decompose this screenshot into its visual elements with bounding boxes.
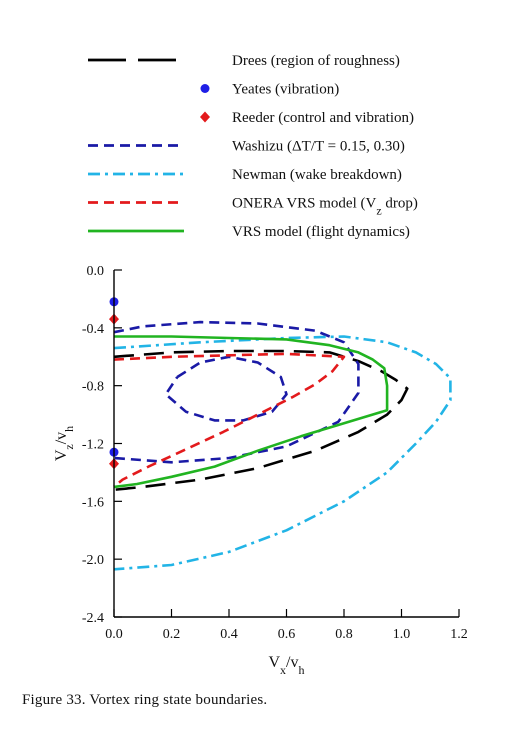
legend-label: Reeder (control and vibration) xyxy=(232,110,414,126)
legend-item-onera-vrs-model-vz-drop: ONERA VRS model (Vz drop) xyxy=(88,196,418,218)
series-newman-wake-breakdown xyxy=(113,335,452,571)
legend-label: Newman (wake breakdown) xyxy=(232,167,402,183)
x-tick-label: 0.4 xyxy=(220,627,238,642)
x-tick-label: 0.0 xyxy=(105,627,123,642)
y-tick-label: -0.4 xyxy=(82,322,104,337)
legend-item-newman-wake-breakdown: Newman (wake breakdown) xyxy=(88,167,402,183)
x-tick-label: 1.2 xyxy=(450,627,468,642)
legend-label: Yeates (vibration) xyxy=(232,82,339,98)
x-tick-label: 1.0 xyxy=(393,627,411,642)
series-drees-region-of-roughness xyxy=(113,349,409,492)
y-tick-label: -2.4 xyxy=(82,611,104,626)
y-tick-label: -1.6 xyxy=(82,495,104,510)
legend-item-drees-region-of-roughness: Drees (region of roughness) xyxy=(88,53,400,69)
legend-item-vrs-model-flight-dynamics: VRS model (flight dynamics) xyxy=(88,224,410,240)
legend-item-reeder-control-and-vibration: Reeder (control and vibration) xyxy=(200,110,414,126)
legend-item-washizu-t-t-0-15-0-30: Washizu (ΔT/T = 0.15, 0.30) xyxy=(88,139,405,155)
legend-label: Washizu (ΔT/T = 0.15, 0.30) xyxy=(232,139,405,155)
x-tick-label: 0.2 xyxy=(163,627,181,642)
y-tick-label: -1.2 xyxy=(82,438,104,453)
y-tick-label: 0.0 xyxy=(87,264,105,279)
series-washizu-t-t-0-15-0-30 xyxy=(113,320,360,464)
y-tick-label: -0.8 xyxy=(82,380,104,395)
legend: Drees (region of roughness) Yeates (vibra… xyxy=(88,53,418,240)
axes: 0.0 0.2 0.4 0.6 0.8 1.0 1.2 0.0 -0.4 -0.8 -1.2 -1.6… xyxy=(53,264,468,677)
y-axis-label: Vz/vh xyxy=(53,426,76,461)
legend-label: VRS model (flight dynamics) xyxy=(232,224,410,240)
legend-diamond-icon xyxy=(200,111,210,123)
plot-area xyxy=(109,297,452,571)
x-tick-label: 0.8 xyxy=(335,627,353,642)
vortex-ring-chart: Drees (region of roughness) Yeates (vibra… xyxy=(53,53,468,677)
x-tick-label: 0.6 xyxy=(278,627,296,642)
figure-caption: Figure 33. Vortex ring state boundaries. xyxy=(22,692,268,708)
legend-label: Drees (region of roughness) xyxy=(232,53,400,69)
y-tick-label: -2.0 xyxy=(82,553,104,568)
series-onera-vrs-model-vz-drop xyxy=(113,352,346,488)
x-axis-label: Vx/vh xyxy=(268,654,304,677)
series-washizu-t-t-0-15-0-30-inner xyxy=(164,355,288,422)
legend-label: ONERA VRS model (Vz drop) xyxy=(232,196,418,218)
legend-circle-icon xyxy=(200,84,210,93)
series-vrs-model-flight-dynamics xyxy=(113,335,389,489)
legend-item-yeates-vibration: Yeates (vibration) xyxy=(200,82,339,98)
